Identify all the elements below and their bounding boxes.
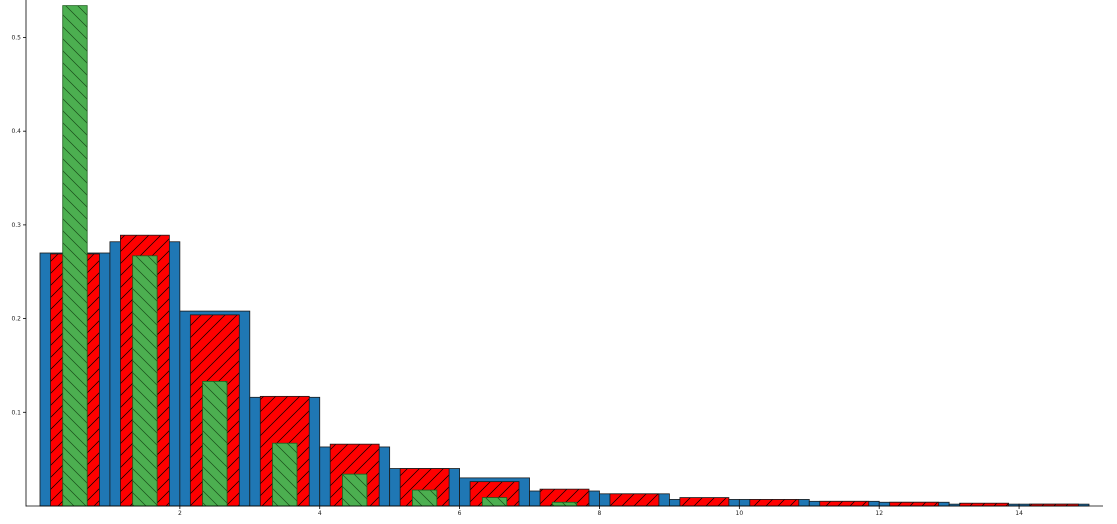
y-tick-label: 0.2 bbox=[11, 316, 21, 323]
bar-series-2-0 bbox=[62, 5, 88, 507]
y-tick-label: 0.4 bbox=[11, 128, 21, 135]
y-tick-label: 0.1 bbox=[11, 409, 21, 416]
x-tick-label: 12 bbox=[875, 510, 883, 517]
bar-series-2-6 bbox=[481, 497, 508, 507]
bar-series-2-3 bbox=[272, 442, 298, 507]
axes-layer: 2 4 6 8 10 12 14 0.1 0.2 0.3 0.4 0.5 bbox=[11, 0, 1103, 517]
bar-series-2-1 bbox=[132, 255, 158, 507]
y-tick-label: 0.3 bbox=[11, 222, 21, 229]
bar-series-1-8 bbox=[609, 493, 660, 507]
bar-series-1-11 bbox=[819, 500, 870, 507]
x-tick-label: 2 bbox=[178, 510, 182, 517]
bar-series-2-5 bbox=[411, 489, 438, 507]
y-tick-label: 0.5 bbox=[11, 34, 21, 41]
x-tick-label: 6 bbox=[458, 510, 462, 517]
x-tick-label: 8 bbox=[598, 510, 602, 517]
bars-layer bbox=[39, 5, 1090, 507]
x-tick-label: 14 bbox=[1015, 510, 1023, 517]
bar-series-1-10 bbox=[749, 499, 800, 507]
x-tick-label: 10 bbox=[736, 510, 744, 517]
bar-series-1-9 bbox=[679, 497, 730, 507]
bar-series-2-7 bbox=[551, 501, 578, 507]
bar-series-1-12 bbox=[889, 501, 940, 507]
bar-series-1-13 bbox=[959, 502, 1009, 507]
x-tick-label: 4 bbox=[318, 510, 322, 517]
bar-series-2-2 bbox=[202, 380, 228, 507]
bar-series-2-4 bbox=[342, 473, 368, 507]
